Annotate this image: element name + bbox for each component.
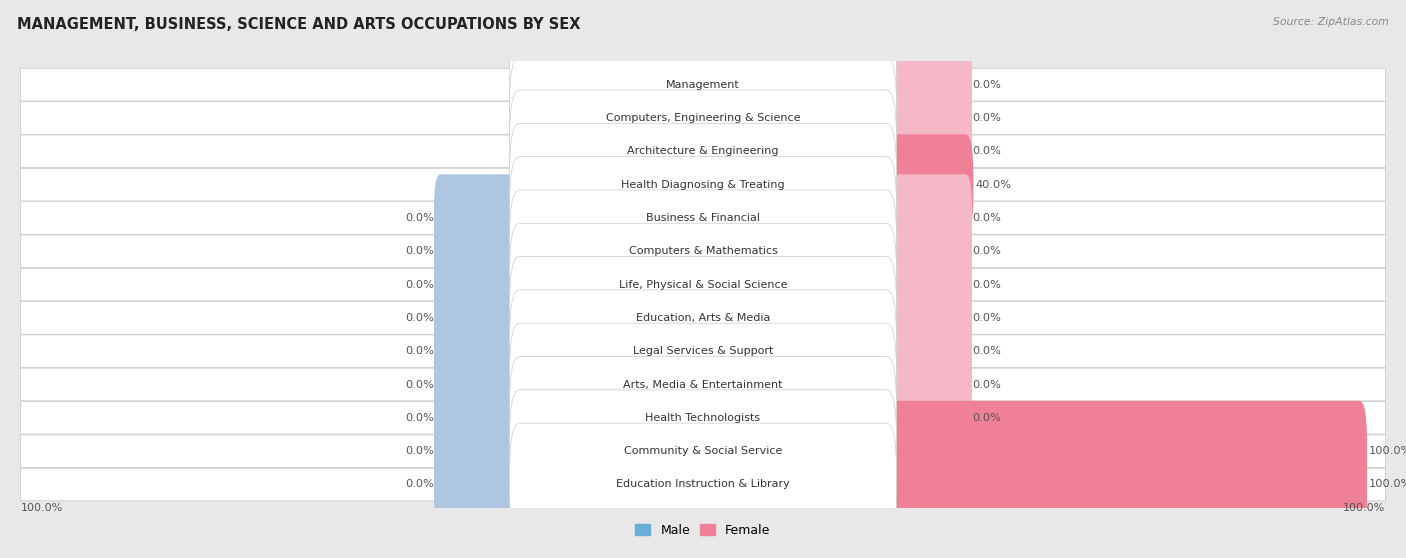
FancyBboxPatch shape — [434, 208, 526, 295]
FancyBboxPatch shape — [434, 341, 526, 428]
FancyBboxPatch shape — [21, 468, 1385, 501]
Text: 100.0%: 100.0% — [1369, 479, 1406, 489]
Text: 0.0%: 0.0% — [972, 213, 1001, 223]
FancyBboxPatch shape — [21, 69, 1385, 101]
FancyBboxPatch shape — [509, 257, 897, 379]
Text: 100.0%: 100.0% — [1369, 446, 1406, 456]
Text: Legal Services & Support: Legal Services & Support — [633, 346, 773, 356]
Text: 0.0%: 0.0% — [972, 113, 1001, 123]
Text: 0.0%: 0.0% — [405, 479, 434, 489]
FancyBboxPatch shape — [434, 241, 526, 328]
Text: Community & Social Service: Community & Social Service — [624, 446, 782, 456]
FancyBboxPatch shape — [880, 241, 972, 328]
Text: Source: ZipAtlas.com: Source: ZipAtlas.com — [1274, 17, 1389, 27]
FancyBboxPatch shape — [509, 57, 897, 179]
FancyBboxPatch shape — [434, 374, 526, 461]
FancyBboxPatch shape — [879, 134, 973, 235]
FancyBboxPatch shape — [21, 368, 1385, 401]
Text: 0.0%: 0.0% — [405, 413, 434, 423]
Text: MANAGEMENT, BUSINESS, SCIENCE AND ARTS OCCUPATIONS BY SEX: MANAGEMENT, BUSINESS, SCIENCE AND ARTS O… — [17, 17, 581, 32]
Text: Business & Financial: Business & Financial — [645, 213, 761, 223]
FancyBboxPatch shape — [21, 301, 1385, 334]
Text: 60.0%: 60.0% — [322, 180, 361, 190]
Text: 0.0%: 0.0% — [972, 313, 1001, 323]
Text: Architecture & Engineering: Architecture & Engineering — [627, 146, 779, 156]
Text: 0.0%: 0.0% — [405, 379, 434, 389]
FancyBboxPatch shape — [880, 208, 972, 295]
FancyBboxPatch shape — [509, 323, 897, 446]
FancyBboxPatch shape — [21, 102, 1385, 134]
Text: 0.0%: 0.0% — [405, 213, 434, 223]
Text: Education Instruction & Library: Education Instruction & Library — [616, 479, 790, 489]
Text: 0.0%: 0.0% — [405, 280, 434, 290]
FancyBboxPatch shape — [434, 174, 526, 262]
FancyBboxPatch shape — [434, 441, 526, 528]
FancyBboxPatch shape — [21, 335, 1385, 368]
Text: 0.0%: 0.0% — [405, 313, 434, 323]
Text: 0.0%: 0.0% — [405, 246, 434, 256]
FancyBboxPatch shape — [509, 23, 897, 146]
FancyBboxPatch shape — [21, 135, 1385, 167]
FancyBboxPatch shape — [509, 390, 897, 512]
FancyBboxPatch shape — [880, 274, 972, 362]
FancyBboxPatch shape — [509, 357, 897, 479]
Text: 0.0%: 0.0% — [405, 346, 434, 356]
FancyBboxPatch shape — [880, 174, 972, 262]
FancyBboxPatch shape — [434, 407, 526, 495]
Text: Health Diagnosing & Treating: Health Diagnosing & Treating — [621, 180, 785, 190]
Text: Management: Management — [666, 80, 740, 90]
Text: 100.0%: 100.0% — [60, 113, 107, 123]
Text: Arts, Media & Entertainment: Arts, Media & Entertainment — [623, 379, 783, 389]
FancyBboxPatch shape — [509, 190, 897, 312]
Text: 0.0%: 0.0% — [972, 280, 1001, 290]
Text: 0.0%: 0.0% — [972, 146, 1001, 156]
Text: Life, Physical & Social Science: Life, Physical & Social Science — [619, 280, 787, 290]
FancyBboxPatch shape — [880, 41, 972, 128]
FancyBboxPatch shape — [509, 123, 897, 246]
Text: 100.0%: 100.0% — [60, 80, 107, 90]
Text: 0.0%: 0.0% — [972, 379, 1001, 389]
FancyBboxPatch shape — [509, 423, 897, 546]
Text: 0.0%: 0.0% — [972, 413, 1001, 423]
FancyBboxPatch shape — [509, 157, 897, 279]
Legend: Male, Female: Male, Female — [630, 519, 776, 542]
FancyBboxPatch shape — [21, 201, 1385, 234]
FancyBboxPatch shape — [21, 169, 1385, 201]
FancyBboxPatch shape — [509, 90, 897, 213]
Text: 100.0%: 100.0% — [60, 146, 107, 156]
Text: Computers, Engineering & Science: Computers, Engineering & Science — [606, 113, 800, 123]
Text: Education, Arts & Media: Education, Arts & Media — [636, 313, 770, 323]
FancyBboxPatch shape — [21, 268, 1385, 301]
Text: 0.0%: 0.0% — [972, 246, 1001, 256]
FancyBboxPatch shape — [434, 274, 526, 362]
Text: 0.0%: 0.0% — [972, 80, 1001, 90]
Text: 100.0%: 100.0% — [21, 503, 63, 513]
Text: Health Technologists: Health Technologists — [645, 413, 761, 423]
FancyBboxPatch shape — [21, 402, 1385, 434]
FancyBboxPatch shape — [880, 341, 972, 428]
FancyBboxPatch shape — [21, 435, 1385, 468]
FancyBboxPatch shape — [509, 223, 897, 346]
FancyBboxPatch shape — [880, 108, 972, 195]
FancyBboxPatch shape — [509, 290, 897, 412]
Text: Computers & Mathematics: Computers & Mathematics — [628, 246, 778, 256]
FancyBboxPatch shape — [880, 74, 972, 162]
Text: 0.0%: 0.0% — [972, 346, 1001, 356]
Text: 0.0%: 0.0% — [405, 446, 434, 456]
FancyBboxPatch shape — [879, 401, 1367, 502]
FancyBboxPatch shape — [880, 374, 972, 461]
FancyBboxPatch shape — [21, 235, 1385, 268]
FancyBboxPatch shape — [880, 307, 972, 395]
FancyBboxPatch shape — [879, 434, 1367, 535]
Text: 40.0%: 40.0% — [976, 180, 1011, 190]
Text: 100.0%: 100.0% — [1343, 503, 1385, 513]
FancyBboxPatch shape — [434, 307, 526, 395]
